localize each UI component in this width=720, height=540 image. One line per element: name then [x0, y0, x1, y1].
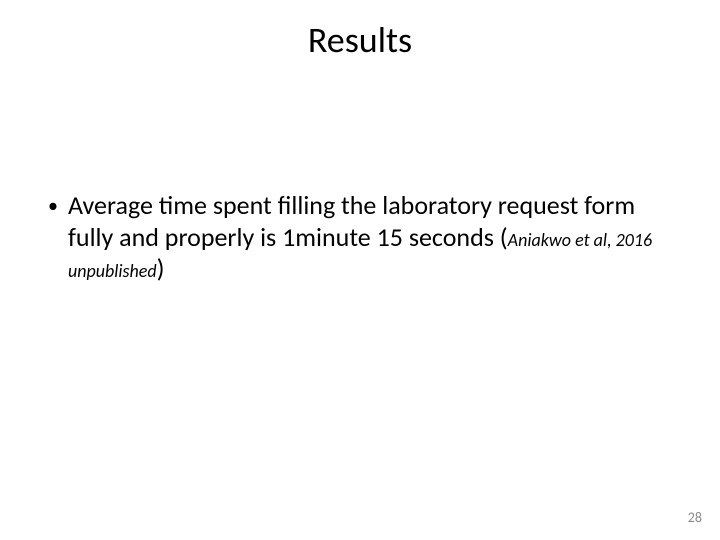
page-number: 28: [688, 509, 702, 526]
bullet-text: Average time spent filling the laborator…: [68, 190, 672, 285]
bullet-icon: •: [48, 190, 58, 222]
slide: Results • Average time spent filling the…: [0, 0, 720, 540]
bullet-item: • Average time spent filling the laborat…: [48, 190, 672, 285]
paren-open: (: [500, 221, 508, 253]
slide-body: • Average time spent filling the laborat…: [48, 190, 672, 285]
paren-close: ): [157, 252, 165, 284]
slide-title: Results: [0, 18, 720, 62]
